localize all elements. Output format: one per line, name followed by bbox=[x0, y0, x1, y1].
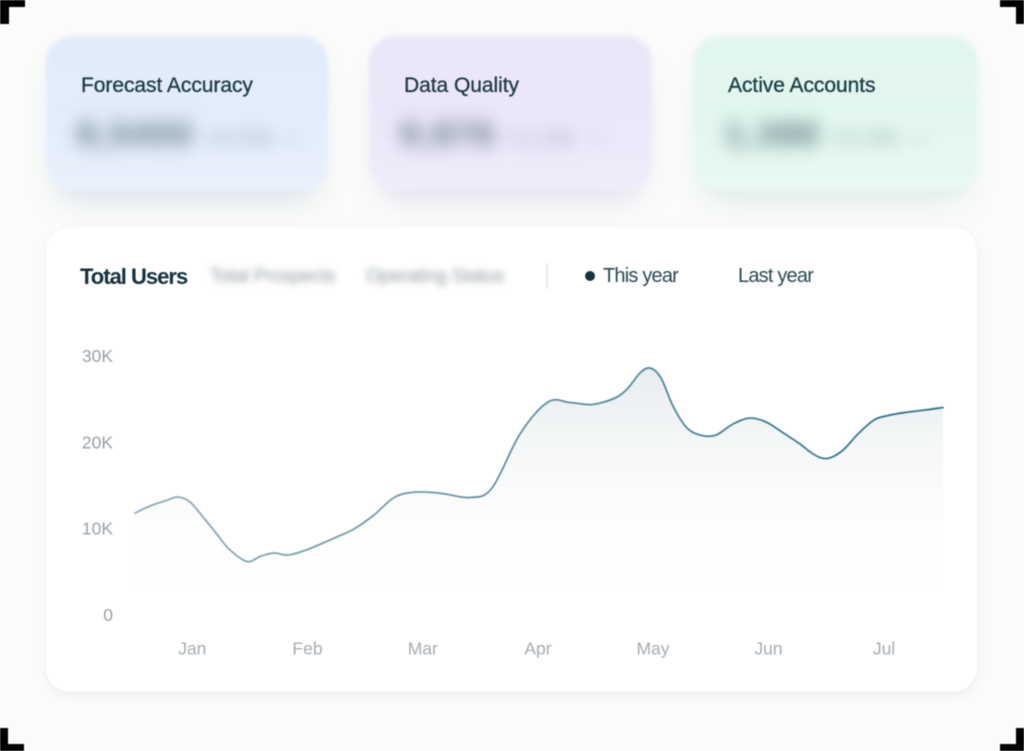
svg-text:20K: 20K bbox=[82, 433, 113, 453]
svg-text:May: May bbox=[636, 639, 669, 659]
svg-text:Mar: Mar bbox=[408, 639, 438, 659]
svg-text:Jan: Jan bbox=[178, 639, 206, 659]
svg-text:10K: 10K bbox=[82, 519, 113, 539]
svg-text:Jun: Jun bbox=[754, 639, 782, 659]
svg-text:Apr: Apr bbox=[524, 639, 551, 659]
svg-text:30K: 30K bbox=[82, 346, 113, 366]
svg-text:Feb: Feb bbox=[292, 639, 322, 659]
svg-text:Jul: Jul bbox=[873, 639, 895, 659]
svg-text:0: 0 bbox=[103, 605, 113, 625]
